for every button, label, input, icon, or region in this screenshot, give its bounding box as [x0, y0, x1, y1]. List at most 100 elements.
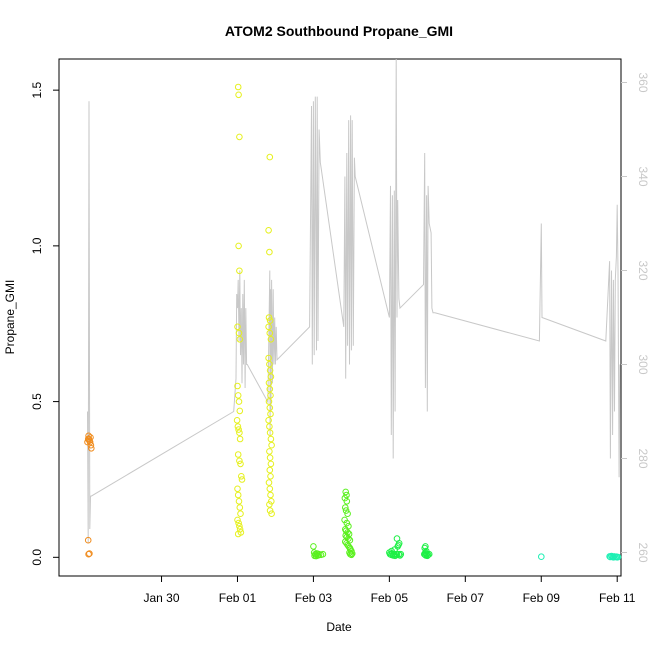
- data-point-series-2: [268, 441, 275, 449]
- data-point-series-2: [235, 91, 242, 99]
- data-point-series-2: [234, 392, 242, 399]
- data-point-series-2: [234, 451, 242, 458]
- data-point-series-1: [87, 434, 94, 441]
- data-point-series-2: [267, 373, 275, 381]
- data-point-series-4: [424, 552, 431, 560]
- data-point-series-1: [85, 432, 92, 440]
- scatter-points-layer: [84, 83, 622, 561]
- x-axis: Jan 30 Feb 01 Feb 03 Feb 05 Feb 07 Feb 09 Feb …: [144, 575, 636, 605]
- data-point-series-4: [392, 550, 400, 558]
- data-point-series-2: [265, 398, 273, 405]
- data-point-series-2: [234, 382, 241, 390]
- data-point-series-4: [425, 550, 433, 558]
- data-point-series-2: [236, 429, 243, 437]
- chart-title: ATOM2 Southbound Propane_GMI: [225, 23, 453, 39]
- data-point-series-2: [234, 323, 241, 331]
- y2-tick-label: 340: [636, 166, 650, 186]
- data-point-series-2: [238, 473, 245, 480]
- data-point-series-2: [234, 423, 242, 430]
- data-point-series-5: [538, 553, 545, 561]
- data-point-series-3: [343, 498, 351, 505]
- data-point-series-2: [267, 473, 274, 480]
- data-point-series-2: [265, 379, 273, 387]
- data-point-series-2: [266, 404, 274, 412]
- y-tick-label: 1.5: [30, 81, 44, 98]
- data-point-series-2: [266, 507, 274, 514]
- data-point-series-1: [88, 445, 95, 452]
- data-point-series-2: [266, 367, 274, 374]
- data-point-series-2: [233, 417, 241, 424]
- data-point-series-3: [342, 507, 350, 514]
- data-point-series-4: [421, 544, 429, 552]
- plot-area-frame: [58, 58, 622, 577]
- data-point-series-2: [266, 385, 274, 393]
- ambient-line-layer: [87, 58, 621, 544]
- data-point-series-2: [236, 133, 243, 141]
- data-point-series-3: [342, 504, 349, 511]
- data-point-series-2: [268, 510, 275, 518]
- x-tick-label: Jan 30: [144, 591, 180, 605]
- data-point-series-2: [237, 460, 244, 468]
- data-point-series-2: [265, 323, 272, 331]
- data-point-series-2: [235, 242, 242, 250]
- x-tick-label: Feb 05: [371, 591, 409, 605]
- ambient-series-line: [87, 58, 621, 544]
- data-point-series-2: [266, 466, 274, 474]
- y-tick-label: 1.0: [30, 237, 44, 254]
- data-point-series-2: [236, 267, 243, 275]
- data-point-series-2: [267, 435, 275, 443]
- data-point-series-3: [319, 550, 327, 558]
- x-tick-label: Feb 07: [447, 591, 485, 605]
- data-point-series-2: [266, 423, 273, 430]
- data-point-series-2: [266, 429, 274, 437]
- data-point-series-2: [265, 479, 273, 486]
- data-point-series-2: [266, 360, 273, 368]
- data-point-series-3: [343, 491, 350, 499]
- data-point-series-2: [267, 491, 274, 499]
- data-point-series-2: [236, 457, 243, 465]
- data-point-series-1: [86, 438, 94, 446]
- y2-axis: 260 280 300 320 340 360: [621, 72, 650, 563]
- y-axis: 0.0 0.5 1.0 1.5: [30, 81, 60, 566]
- y2-tick-label: 300: [636, 354, 650, 374]
- data-point-series-3: [348, 551, 355, 559]
- data-point-series-2: [267, 336, 275, 343]
- data-point-series-2: [235, 329, 243, 337]
- x-tick-label: Feb 09: [523, 591, 561, 605]
- data-point-series-2: [266, 153, 274, 161]
- data-point-series-2: [266, 485, 274, 493]
- data-point-series-2: [234, 485, 241, 493]
- data-point-series-2: [266, 454, 274, 462]
- data-point-series-4: [395, 550, 403, 558]
- data-point-series-2: [266, 248, 273, 256]
- y-tick-label: 0.0: [30, 549, 44, 566]
- data-point-series-5: [614, 553, 622, 561]
- data-point-series-2: [236, 336, 244, 343]
- y2-tick-label: 320: [636, 260, 650, 280]
- y2-tick-label: 280: [636, 448, 650, 468]
- data-point-series-3: [343, 519, 351, 527]
- data-point-series-2: [237, 510, 244, 518]
- data-point-series-2: [265, 314, 273, 321]
- data-point-series-3: [310, 543, 317, 550]
- data-point-series-1: [85, 550, 92, 558]
- data-point-series-2: [265, 417, 272, 424]
- data-point-series-2: [267, 460, 275, 468]
- data-point-series-2: [234, 516, 241, 524]
- data-point-series-2: [267, 410, 274, 418]
- data-point-series-3: [348, 550, 356, 557]
- data-point-series-2: [236, 435, 244, 443]
- data-point-series-2: [234, 530, 242, 538]
- y-tick-label: 0.5: [30, 393, 44, 410]
- data-point-series-2: [235, 398, 243, 405]
- data-point-series-2: [236, 407, 244, 415]
- data-point-series-3: [312, 552, 320, 560]
- data-point-series-2: [266, 448, 273, 455]
- data-point-series-2: [235, 498, 243, 505]
- x-tick-label: Feb 03: [295, 591, 333, 605]
- data-point-series-2: [266, 317, 274, 324]
- data-point-series-3: [341, 494, 349, 502]
- data-point-series-2: [234, 491, 242, 499]
- y-axis-label: Propane_GMI: [3, 280, 17, 355]
